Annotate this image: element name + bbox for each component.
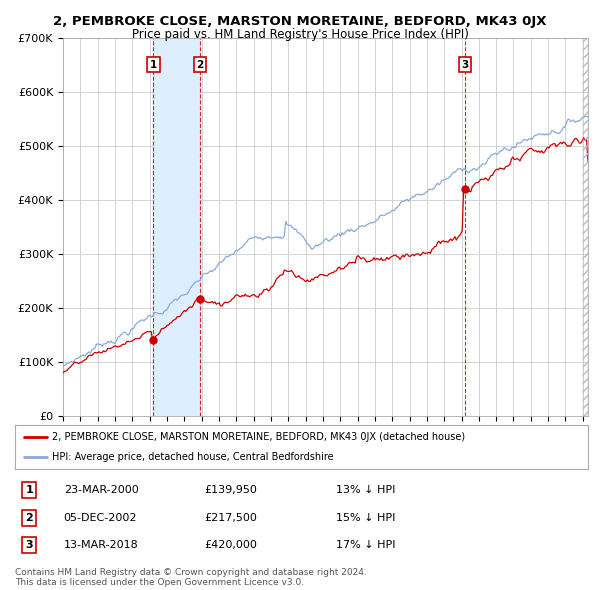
Text: 2, PEMBROKE CLOSE, MARSTON MORETAINE, BEDFORD, MK43 0JX: 2, PEMBROKE CLOSE, MARSTON MORETAINE, BE… bbox=[53, 15, 547, 28]
Text: £217,500: £217,500 bbox=[204, 513, 257, 523]
Text: £420,000: £420,000 bbox=[204, 540, 257, 550]
Text: 15% ↓ HPI: 15% ↓ HPI bbox=[336, 513, 395, 523]
Text: 13% ↓ HPI: 13% ↓ HPI bbox=[336, 486, 395, 496]
Text: 2, PEMBROKE CLOSE, MARSTON MORETAINE, BEDFORD, MK43 0JX (detached house): 2, PEMBROKE CLOSE, MARSTON MORETAINE, BE… bbox=[52, 432, 466, 442]
Text: This data is licensed under the Open Government Licence v3.0.: This data is licensed under the Open Gov… bbox=[15, 578, 304, 587]
Text: Price paid vs. HM Land Registry's House Price Index (HPI): Price paid vs. HM Land Registry's House … bbox=[131, 28, 469, 41]
Text: 3: 3 bbox=[26, 540, 33, 550]
Text: £139,950: £139,950 bbox=[204, 486, 257, 496]
Text: HPI: Average price, detached house, Central Bedfordshire: HPI: Average price, detached house, Cent… bbox=[52, 452, 334, 462]
Text: 1: 1 bbox=[150, 60, 157, 70]
Text: 3: 3 bbox=[461, 60, 469, 70]
Text: 1: 1 bbox=[25, 486, 33, 496]
Text: 2: 2 bbox=[25, 513, 33, 523]
Text: 2: 2 bbox=[197, 60, 204, 70]
Text: 23-MAR-2000: 23-MAR-2000 bbox=[64, 486, 139, 496]
Text: 17% ↓ HPI: 17% ↓ HPI bbox=[336, 540, 395, 550]
Text: 05-DEC-2002: 05-DEC-2002 bbox=[64, 513, 137, 523]
Text: Contains HM Land Registry data © Crown copyright and database right 2024.: Contains HM Land Registry data © Crown c… bbox=[15, 568, 367, 576]
Text: 13-MAR-2018: 13-MAR-2018 bbox=[64, 540, 139, 550]
Bar bbox=[154, 38, 200, 416]
